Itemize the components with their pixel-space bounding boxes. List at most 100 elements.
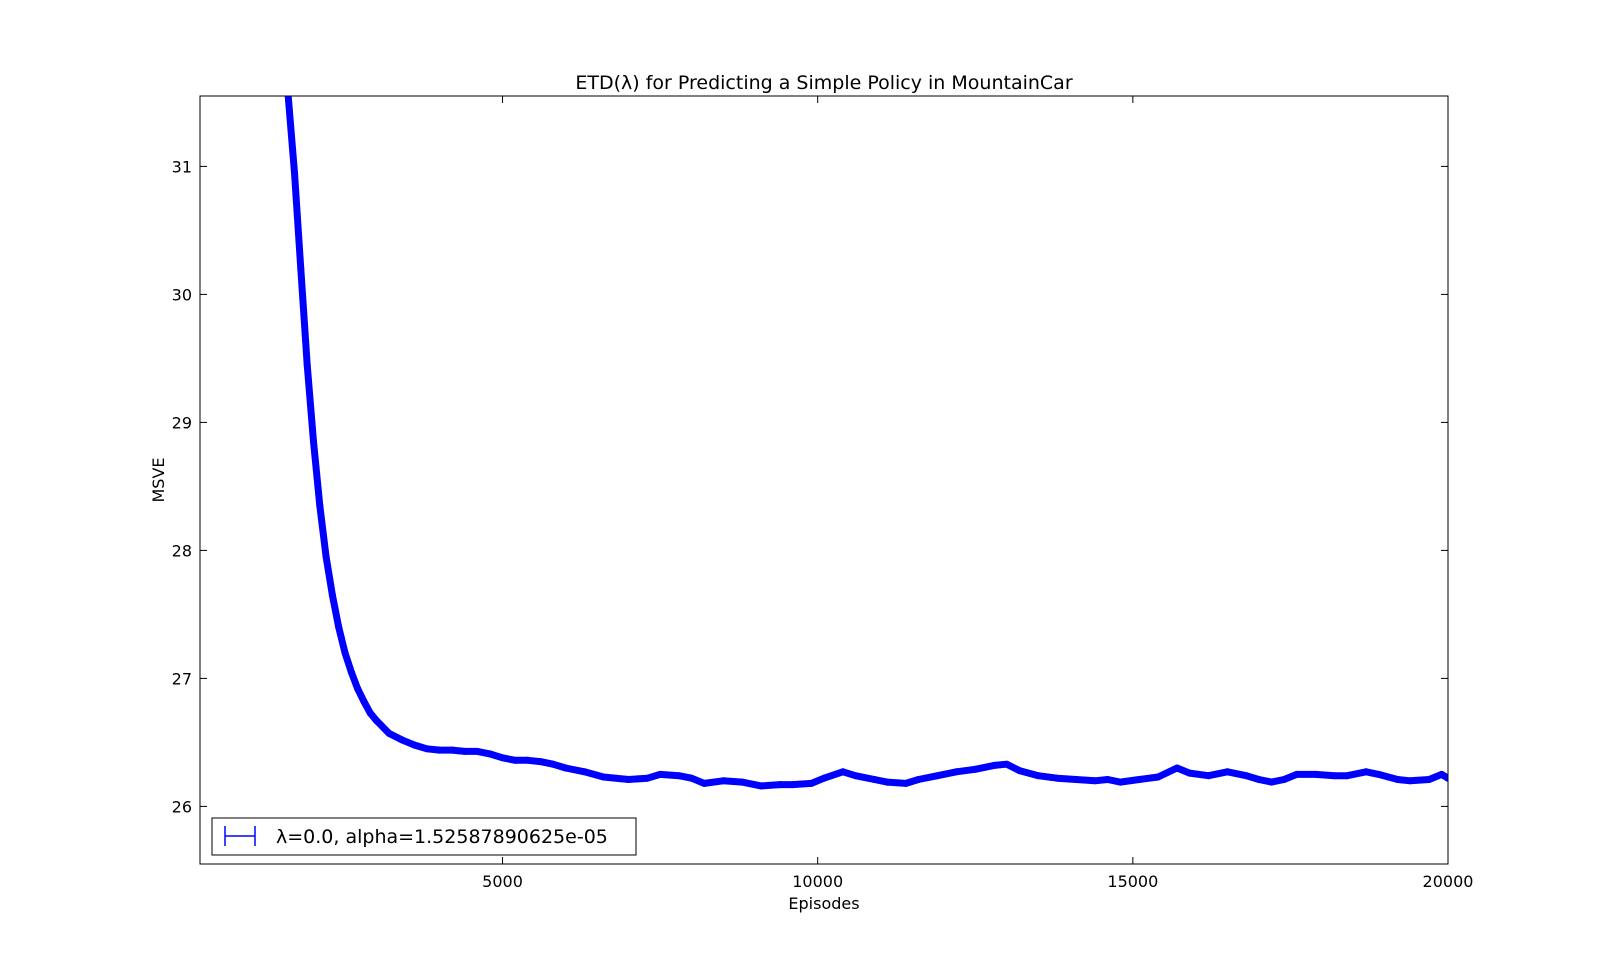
y-tick-label: 28 — [172, 541, 192, 560]
plot-frame — [199, 95, 1449, 865]
data-point — [436, 746, 443, 754]
data-point — [1053, 774, 1061, 782]
data-point — [599, 773, 607, 781]
data-point — [971, 765, 979, 773]
x-tick-label: 10000 — [792, 872, 843, 891]
data-point — [990, 761, 998, 769]
legend: λ=0.0, alpha=1.52587890625e-05 — [211, 817, 637, 856]
data-point — [473, 747, 481, 755]
data-point — [291, 169, 298, 177]
data-point — [1135, 776, 1143, 783]
data-point — [656, 770, 664, 778]
data-point — [789, 781, 796, 789]
data-point — [820, 774, 828, 782]
data-point — [1406, 777, 1414, 785]
data-point — [934, 772, 941, 780]
data-point — [1186, 769, 1194, 777]
data-point — [385, 729, 393, 737]
chart-title: ETD(λ) for Predicting a Simple Policy in… — [575, 72, 1072, 94]
data-point — [1091, 777, 1099, 785]
data-point — [1362, 768, 1370, 776]
data-point — [410, 741, 418, 749]
data-point — [398, 736, 406, 744]
data-point — [486, 750, 494, 758]
data-point — [303, 361, 311, 369]
data-point — [335, 623, 343, 631]
data-point — [341, 649, 349, 657]
data-point — [1343, 772, 1351, 780]
y-tick-label: 30 — [172, 285, 192, 304]
data-point — [1242, 772, 1250, 780]
y-tick-label: 26 — [172, 797, 192, 816]
data-point — [883, 778, 891, 786]
data-point — [1312, 770, 1320, 778]
data-point — [644, 774, 651, 782]
data-point — [738, 778, 746, 786]
data-point — [625, 776, 633, 783]
data-point — [1154, 773, 1162, 781]
data-point — [1394, 776, 1402, 783]
data-point — [688, 774, 696, 782]
data-point — [328, 591, 336, 599]
data-point — [1034, 772, 1042, 780]
legend-label: λ=0.0, alpha=1.52587890625e-05 — [276, 826, 608, 848]
data-point — [1438, 770, 1446, 778]
data-point — [1331, 772, 1338, 780]
data-point — [1425, 776, 1433, 783]
data-point — [1280, 776, 1288, 783]
data-point — [757, 782, 765, 790]
data-point — [366, 709, 374, 717]
series-layer — [284, 96, 1448, 790]
data-point — [700, 779, 708, 787]
data-point — [1205, 772, 1212, 780]
x-tick-label: 5000 — [482, 872, 523, 891]
data-point — [562, 764, 570, 772]
data-point — [347, 668, 355, 676]
data-point — [310, 438, 317, 446]
legend-marker-icon — [224, 826, 256, 846]
data-point — [354, 685, 362, 693]
data-point — [549, 760, 557, 768]
data-point — [297, 265, 305, 273]
data-point — [1015, 767, 1023, 775]
data-point — [461, 747, 469, 755]
x-axis-title: Episodes — [788, 894, 859, 913]
data-point — [423, 745, 431, 753]
data-point — [499, 754, 506, 762]
data-point — [839, 768, 847, 776]
data-point — [1003, 760, 1011, 768]
data-point — [1173, 764, 1181, 772]
data-point — [1293, 770, 1301, 778]
plot-area — [200, 96, 1448, 864]
data-point — [316, 502, 324, 510]
data-point — [675, 772, 683, 780]
y-axis: 26 27 28 29 30 31 — [172, 157, 1448, 816]
data-point — [1255, 776, 1263, 783]
data-point — [1268, 778, 1275, 786]
data-point — [1072, 776, 1080, 783]
data-point — [448, 746, 456, 754]
data-point — [1116, 778, 1124, 786]
y-tick-label: 29 — [172, 413, 192, 432]
y-axis-title: MSVE — [149, 457, 168, 502]
data-point — [511, 756, 519, 764]
data-point — [719, 777, 727, 785]
data-point — [1223, 768, 1231, 776]
y-tick-label: 31 — [172, 157, 192, 176]
data-point — [284, 96, 292, 100]
data-point — [807, 779, 815, 787]
data-point — [1104, 776, 1112, 783]
x-axis: 5000 10000 15000 20000 — [482, 96, 1473, 891]
y-tick-label: 27 — [172, 669, 192, 688]
x-tick-label: 15000 — [1107, 872, 1158, 891]
data-point — [915, 776, 922, 783]
data-point — [373, 717, 380, 725]
legend-box — [211, 817, 637, 856]
data-point — [776, 781, 784, 789]
data-point — [852, 772, 859, 780]
x-tick-label: 20000 — [1423, 872, 1474, 891]
data-point — [536, 758, 544, 766]
data-point — [870, 776, 878, 783]
data-point — [581, 768, 588, 776]
